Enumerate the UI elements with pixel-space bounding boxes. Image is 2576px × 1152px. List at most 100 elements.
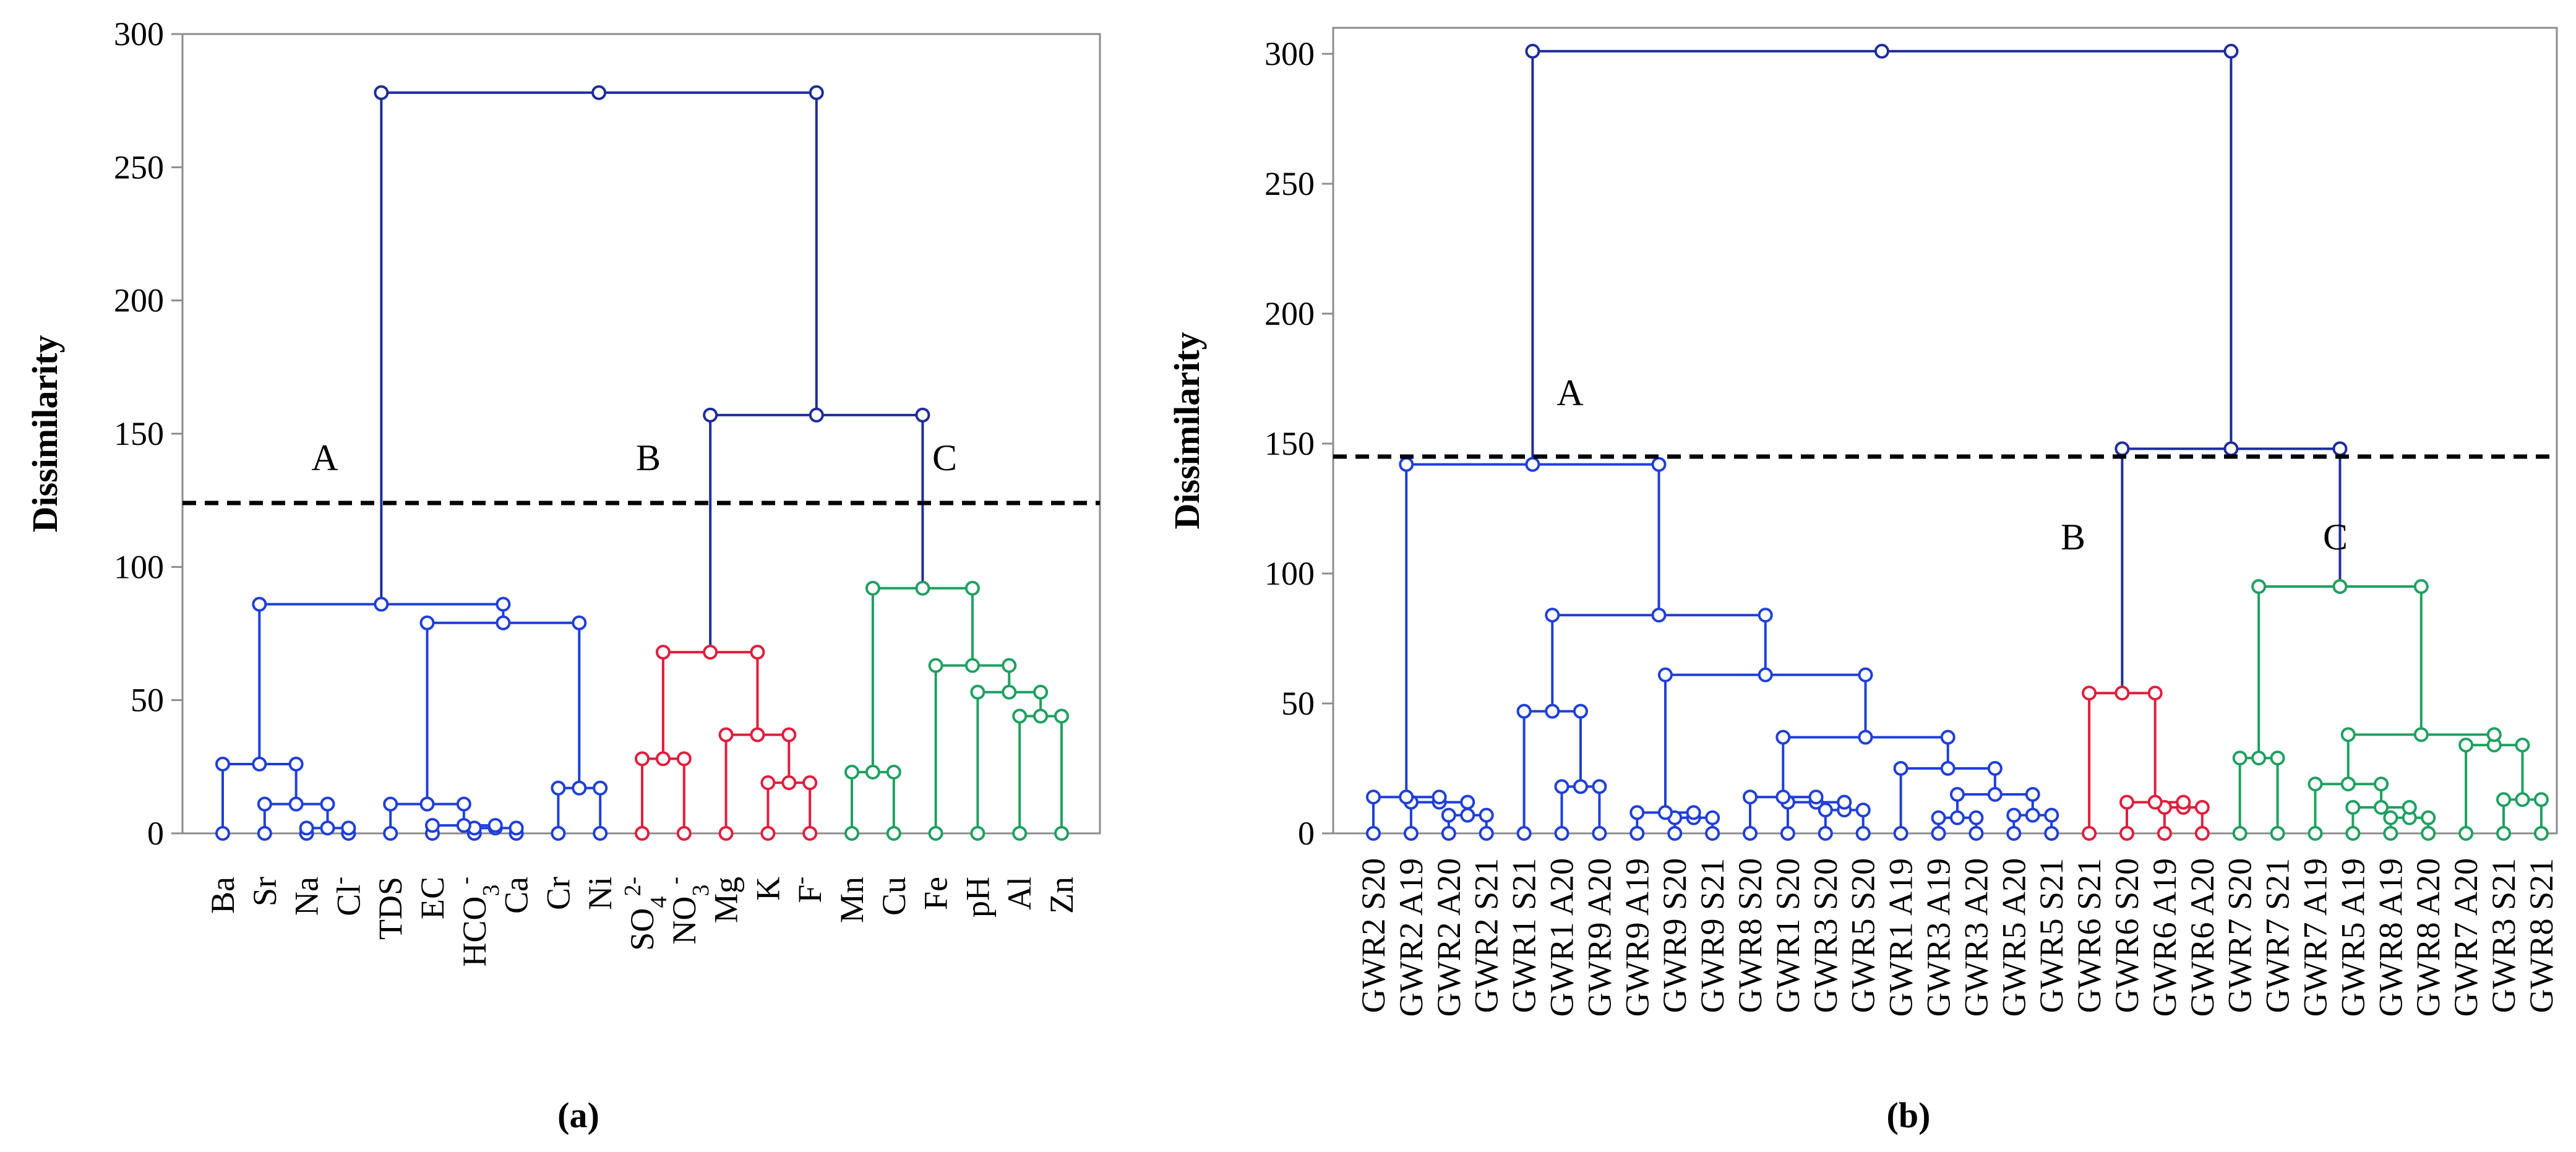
panel-b-leaf-node-gwr9-a20-marker: [1592, 826, 1607, 841]
panel-a-leaf-label-sr: Sr: [246, 877, 283, 906]
panel-b-merge-node-marker: [2374, 800, 2389, 815]
panel-b-cluster-label-b: B: [2061, 517, 2085, 557]
panel-a-merge-node-marker: [718, 727, 734, 742]
panel-a-merge-node-marker: [1002, 658, 1017, 673]
panel-b-leaf-label-gwr9-a20: GWR9 A20: [1581, 858, 1618, 1017]
panel-a-merge-node-marker: [1054, 708, 1069, 724]
panel-b-merge-node-marker: [2345, 800, 2361, 815]
panel-b-merge-node-marker: [1592, 779, 1607, 794]
panel-b-leaf-node-gwr6-s21-marker: [2082, 826, 2097, 841]
panel-b-merge-node-marker: [2082, 686, 2097, 701]
panel-a-merge-node-marker: [487, 818, 503, 833]
panel-b-merge-node-marker: [2044, 807, 2059, 823]
panel-b-leaf-label-gwr6-s21: GWR6 S21: [2071, 858, 2108, 1013]
panel-a-leaf-label-mn: Mn: [833, 877, 870, 923]
panel-a-merge-node-marker: [655, 751, 671, 767]
panel-b-cluster-label-c: C: [2323, 517, 2348, 557]
panel-b-leaf-label-gwr9-a19: GWR9 A19: [1618, 858, 1655, 1017]
panel-a-merge-node-marker: [288, 757, 304, 772]
panel-a-leaf-node-ph-marker: [970, 826, 985, 841]
panel-a-merge-node-marker: [572, 615, 587, 630]
panel-b-leaf-node-gwr8-s20-marker: [1743, 826, 1758, 841]
panel-b-merge-node-marker: [2421, 810, 2436, 825]
panel-b-merge-node-marker: [1858, 667, 1873, 682]
panel-b-merge-node-marker: [1874, 43, 1889, 59]
panel-b-leaf-label-gwr2-a20: GWR2 A20: [1430, 858, 1467, 1017]
panel-b-merge-node-marker: [2515, 792, 2530, 807]
panel-b-leaf-node-gwr8-a19-marker: [2383, 826, 2398, 841]
panel-b-leaf-label-gwr7-a20: GWR7 A20: [2447, 858, 2484, 1017]
panel-b-merge-node-marker: [2402, 800, 2417, 815]
panel-b-merge-node-marker: [2194, 800, 2210, 815]
panel-a-merge-node-marker: [750, 645, 765, 660]
panel-a-y-tick-label: 250: [114, 148, 164, 186]
panel-b-leaf-label-gwr5-a20: GWR5 A20: [1995, 858, 2032, 1017]
panel-a-merge-node-marker: [760, 775, 776, 791]
panel-a-merge-node-marker: [703, 407, 718, 423]
panel-b-merge-node-marker: [1525, 457, 1540, 472]
panel-b-y-tick-label: 250: [1264, 165, 1315, 202]
panel-b-leaf-node-gwr3-s20-marker: [1818, 826, 1833, 841]
panel-a-merge-node-marker: [844, 764, 859, 780]
panel-a-leaf-label-ec: EC: [414, 877, 451, 919]
panel-a-merge-node-marker: [676, 751, 692, 767]
panel-a-leaf-label-ni: Ni: [582, 877, 619, 910]
panel-b-merge-node-marker: [1479, 807, 1494, 823]
panel-b-leaf-node-gwr8-a20-marker: [2421, 826, 2436, 841]
panel-a-merge-node-marker: [703, 645, 718, 660]
panel-b-leaf-node-gwr1-a19-marker: [1893, 826, 1908, 841]
panel-a-leaf-node-zn-marker: [1054, 826, 1069, 841]
panel-b-merge-node-marker: [2006, 807, 2022, 823]
panel-b-merge-node-marker: [1554, 779, 1569, 794]
panel-b-leaf-node-gwr6-s20-marker: [2119, 826, 2134, 841]
panel-a-leaf-node-cr-marker: [551, 826, 566, 841]
panel-a-leaf-node-al-marker: [1012, 826, 1028, 841]
panel-b-merge-node-marker: [1940, 729, 1956, 745]
panel-a-merge-node-marker: [865, 764, 880, 780]
panel-b-leaf-node-gwr2-a20-marker: [1441, 826, 1456, 841]
panel-b-merge-node-marker: [1441, 807, 1456, 823]
panel-a-y-axis-label: Dissimilarity: [25, 335, 65, 533]
panel-a-merge-node-marker: [928, 658, 943, 673]
panel-a-merge-node-marker: [419, 615, 435, 630]
panel-a-merge-node-marker: [1033, 684, 1049, 700]
panel-b-merge-node-marker: [1657, 667, 1673, 682]
panel-b-merge-node-marker: [1399, 789, 1414, 805]
panel-b-leaf-node-gwr9-s20-marker: [1667, 826, 1683, 841]
panel-a-plot-frame: [181, 33, 1101, 835]
panel-b-merge-node-marker: [1651, 457, 1667, 472]
panel-b-leaf-label-gwr2-s21: GWR2 S21: [1468, 858, 1505, 1013]
panel-b-leaf-label-gwr5-s21: GWR5 S21: [2033, 858, 2070, 1013]
panel-b-leaf-node-gwr1-s20-marker: [1780, 826, 1795, 841]
panel-b-merge-node-marker: [1775, 789, 1791, 805]
panel-b-merge-node-marker: [1432, 789, 1447, 805]
panel-b-leaf-label-gwr2-a19: GWR2 A19: [1393, 858, 1430, 1017]
panel-b-leaf-node-gwr6-a19-marker: [2157, 826, 2172, 841]
panel-b-y-tick-label: 200: [1264, 295, 1315, 332]
panel-b-merge-node-marker: [2332, 579, 2348, 594]
panel-b-leaf-label-gwr3-a20: GWR3 A20: [1957, 858, 1994, 1017]
panel-a-merge-node-marker: [809, 85, 824, 100]
panel-a-merge-node-marker: [1002, 684, 1017, 700]
panel-b-leaf-node-gwr7-a20-marker: [2458, 826, 2474, 841]
panel-a-merge-node-marker: [781, 727, 797, 742]
panel-b-merge-node-marker: [1758, 608, 1773, 623]
panel-b-leaf-node-gwr6-a20-marker: [2194, 826, 2210, 841]
panel-b-merge-node-marker: [2340, 727, 2356, 742]
panel-b-leaf-label-gwr6-a20: GWR6 A20: [2184, 858, 2221, 1017]
panel-b-merge-node-marker: [1516, 703, 1532, 719]
panel-a-dendrogram: 0 50 100 150 200 250 300 Dissimilarity A B C Ba Sr Na…: [25, 15, 1101, 1135]
panel-b-plot-frame: [1332, 27, 2558, 835]
panel-b-y-axis-label: Dissimilarity: [1167, 332, 1207, 530]
panel-a-leaf-label-ca: Ca: [498, 877, 535, 914]
panel-a-leaf-node-cu-marker: [886, 826, 901, 841]
panel-b-merge-node-marker: [2251, 750, 2267, 766]
panel-a-merge-node-marker: [1012, 708, 1028, 724]
panel-a-merge-node-marker: [320, 796, 335, 812]
panel-b-merge-node-marker: [1573, 779, 1588, 794]
panel-a-leaf-label-f: F-: [788, 877, 828, 903]
panel-b-merge-node-marker: [1818, 802, 1833, 818]
panel-a-merge-node-marker: [915, 407, 930, 423]
panel-a-leaf-label-hco3: HCO3-: [452, 877, 504, 967]
panel-a-merge-node-marker: [374, 596, 389, 612]
